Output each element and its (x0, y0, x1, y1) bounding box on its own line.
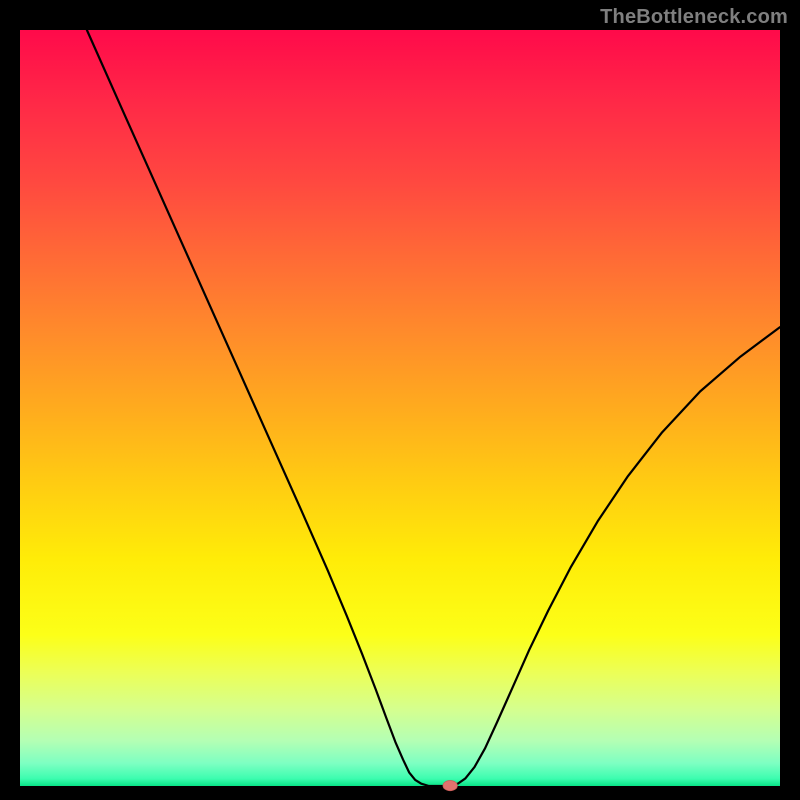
chart-frame: TheBottleneck.com (0, 0, 800, 800)
watermark-text: TheBottleneck.com (600, 6, 788, 29)
bottleneck-chart (0, 0, 800, 800)
optimal-point-marker (443, 780, 457, 790)
plot-background (20, 30, 780, 786)
